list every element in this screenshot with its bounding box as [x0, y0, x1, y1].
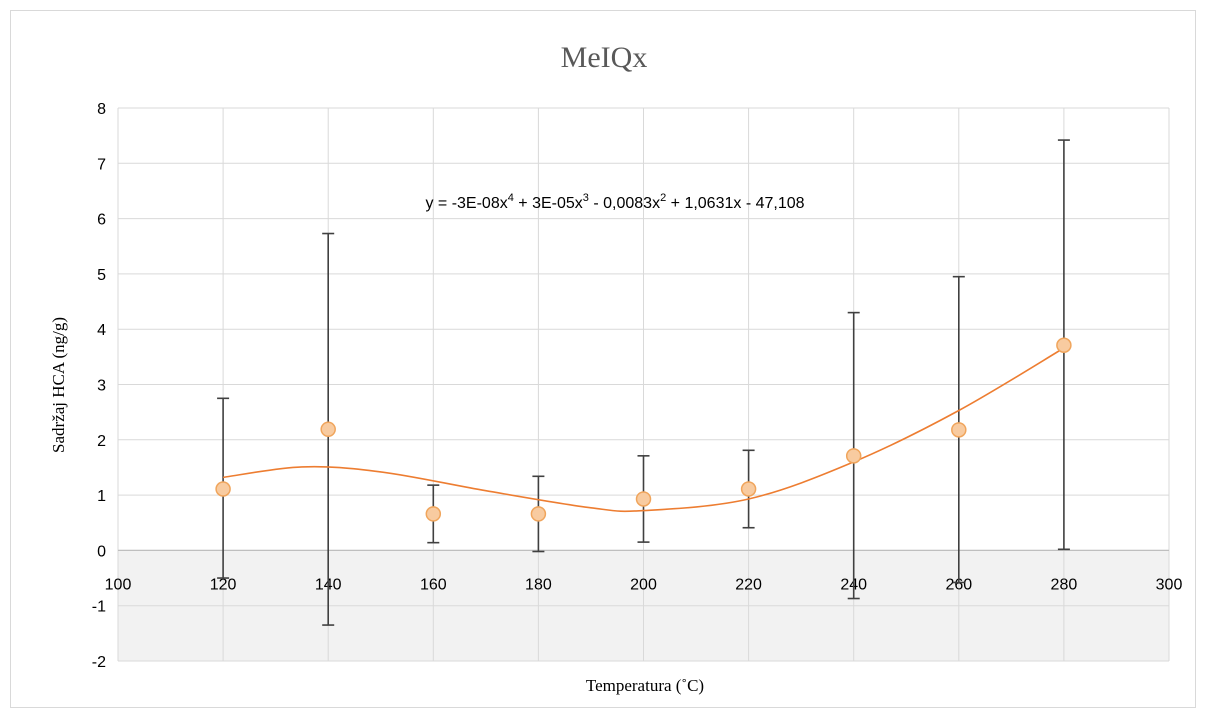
data-points — [215, 337, 1072, 522]
x-tick-label: 200 — [630, 576, 657, 593]
equation-term: + 1,0631x - 47,108 — [666, 195, 804, 212]
data-point — [320, 421, 336, 438]
data-point — [1056, 337, 1072, 353]
trendline-equation: y = -3E-08x4 + 3E-05x3 - 0,0083x2 + 1,06… — [425, 192, 804, 212]
y-tick-label: 3 — [97, 378, 106, 395]
x-tick-label: 160 — [420, 576, 447, 593]
data-point — [845, 448, 862, 464]
y-tick-label: -2 — [92, 654, 106, 671]
equation-term: - 0,0083x — [589, 195, 660, 212]
x-tick-label: 280 — [1051, 576, 1078, 593]
y-tick-label: 8 — [97, 101, 106, 118]
equation-exponent: 2 — [660, 192, 666, 204]
data-point — [740, 481, 757, 497]
y-tick-label: 7 — [97, 156, 106, 173]
equation-term: + 3E-05x — [514, 195, 583, 212]
data-point — [215, 481, 231, 497]
data-point — [951, 422, 967, 438]
y-axis-title: Sadržaj HCA (ng/g) — [49, 317, 68, 453]
error-bars — [217, 139, 1070, 626]
x-tick-label: 300 — [1156, 576, 1183, 593]
equation-exponent: 3 — [583, 192, 589, 204]
data-point — [530, 506, 547, 522]
y-axis-ticks: -2 -1 0 1 2 3 4 5 6 7 8 — [92, 101, 106, 671]
y-tick-label: 0 — [97, 543, 106, 560]
x-tick-label: 180 — [525, 576, 552, 593]
x-axis-ticks: 100 120 140 160 180 200 220 240 260 280 300 — [105, 576, 1183, 593]
x-tick-label: 100 — [105, 576, 132, 593]
polynomial-trendline — [222, 347, 1065, 513]
x-tick-label: 220 — [735, 576, 762, 593]
y-tick-label: 2 — [97, 433, 106, 450]
x-axis-title: Temperatura (˚C) — [586, 676, 704, 695]
equation-exponent: 4 — [508, 192, 514, 204]
data-point — [425, 506, 442, 522]
y-tick-label: -1 — [92, 599, 106, 616]
y-tick-label: 5 — [97, 267, 106, 284]
equation-term: y = -3E-08x — [425, 195, 507, 212]
data-point — [635, 491, 652, 507]
chart-title: MeIQx — [561, 41, 648, 74]
x-tick-label: 260 — [945, 576, 972, 593]
x-tick-label: 120 — [210, 576, 237, 593]
y-tick-label: 6 — [97, 212, 106, 229]
y-tick-label: 1 — [97, 488, 106, 505]
y-tick-label: 4 — [97, 322, 106, 339]
